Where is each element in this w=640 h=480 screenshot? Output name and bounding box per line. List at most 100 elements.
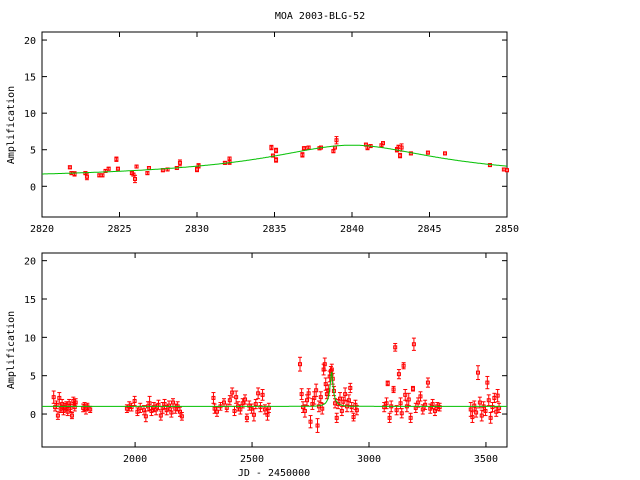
point-marker <box>334 415 339 420</box>
data-point <box>488 411 493 424</box>
bottom-x-axis-label: JD - 2450000 <box>238 468 310 479</box>
point-marker <box>398 153 403 158</box>
point-marker <box>134 164 139 169</box>
point-marker <box>384 401 389 406</box>
data-point <box>69 411 74 420</box>
point-marker <box>260 392 265 397</box>
point-marker <box>443 151 447 156</box>
data-point <box>306 145 311 150</box>
point-marker <box>149 408 154 413</box>
data-point <box>230 387 235 398</box>
data-point <box>393 342 398 352</box>
point-marker <box>486 398 491 403</box>
data-point <box>443 151 447 156</box>
point-marker <box>425 150 430 155</box>
data-point <box>253 398 258 410</box>
point-marker <box>416 400 421 405</box>
point-marker <box>227 398 232 403</box>
point-marker <box>437 405 442 410</box>
point-marker <box>495 393 500 398</box>
data-point <box>234 390 239 404</box>
x-tick-label: 2500 <box>240 454 264 465</box>
point-marker <box>418 394 423 399</box>
point-marker <box>256 391 261 396</box>
model-curve <box>42 371 507 407</box>
y-tick-label: 0 <box>30 410 36 421</box>
data-point <box>227 159 232 165</box>
point-marker <box>169 410 174 415</box>
data-point <box>300 152 305 158</box>
point-marker <box>382 405 387 410</box>
point-marker <box>399 411 404 416</box>
point-marker <box>485 380 490 385</box>
data-point <box>410 385 415 392</box>
data-point <box>343 387 348 401</box>
point-marker <box>394 408 399 413</box>
data-point <box>243 394 248 405</box>
data-point <box>411 337 416 351</box>
point-marker <box>432 408 437 413</box>
point-marker <box>244 415 249 420</box>
data-point <box>387 412 392 423</box>
point-marker <box>351 415 356 420</box>
point-marker <box>173 406 178 411</box>
point-marker <box>318 395 323 400</box>
data-point <box>351 412 356 422</box>
x-tick-label: 2000 <box>123 454 147 465</box>
point-marker <box>158 413 163 418</box>
y-tick-label: 20 <box>24 36 36 47</box>
data-point <box>146 166 151 171</box>
point-marker <box>331 149 336 154</box>
point-marker <box>177 160 182 165</box>
point-marker <box>320 406 325 411</box>
data-point <box>479 409 484 422</box>
point-marker <box>131 172 136 177</box>
point-marker <box>274 148 279 153</box>
data-point <box>297 356 302 372</box>
data-point <box>57 392 62 404</box>
point-marker <box>214 409 219 414</box>
point-marker <box>308 419 313 424</box>
point-marker <box>151 405 156 410</box>
data-point <box>133 174 137 184</box>
point-marker <box>179 414 184 419</box>
point-marker <box>55 413 60 418</box>
point-marker <box>306 145 311 150</box>
data-point <box>274 147 279 154</box>
data-point <box>158 410 163 421</box>
top-panel-zoom: 0 5 10 15 20 2820 2825 2830 2835 2840 2845 2850 <box>24 31 519 235</box>
point-marker <box>490 405 495 410</box>
data-point <box>354 405 359 416</box>
point-marker <box>141 408 146 413</box>
point-marker <box>337 396 342 401</box>
point-marker <box>100 173 105 178</box>
point-marker <box>474 410 479 415</box>
point-marker <box>88 407 93 412</box>
point-marker <box>411 342 416 347</box>
point-marker <box>72 171 77 176</box>
point-marker <box>354 408 359 413</box>
point-marker <box>399 145 404 150</box>
data-point <box>398 152 403 159</box>
point-marker <box>57 395 62 400</box>
data-point <box>430 398 435 410</box>
x-tick-label: 2825 <box>107 224 131 235</box>
data-point <box>413 402 418 413</box>
data-point <box>391 385 396 394</box>
point-marker <box>408 415 413 420</box>
x-tick-label: 2850 <box>495 224 519 235</box>
point-marker <box>302 408 307 413</box>
model-curve <box>42 144 508 175</box>
point-marker <box>230 390 235 395</box>
point-marker <box>322 362 327 367</box>
plot-frame <box>41 252 508 448</box>
point-marker <box>470 415 475 420</box>
point-marker <box>401 363 406 368</box>
point-marker <box>391 387 396 392</box>
point-marker <box>343 392 348 397</box>
data-point <box>170 398 175 407</box>
point-marker <box>240 401 245 406</box>
data-point <box>403 388 408 401</box>
data-point <box>384 397 389 410</box>
x-tick-label: 3000 <box>357 454 381 465</box>
